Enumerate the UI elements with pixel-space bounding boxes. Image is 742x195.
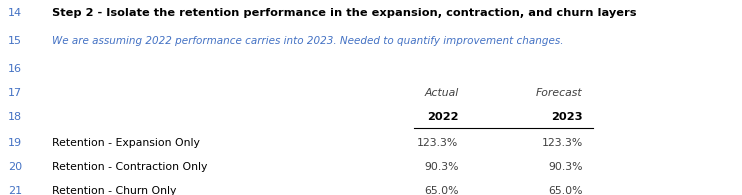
Text: 65.0%: 65.0%: [424, 186, 459, 195]
Text: 14: 14: [8, 8, 22, 18]
Text: 90.3%: 90.3%: [548, 162, 582, 172]
Text: 15: 15: [8, 36, 22, 46]
Text: Step 2 - Isolate the retention performance in the expansion, contraction, and ch: Step 2 - Isolate the retention performan…: [52, 8, 636, 18]
Text: 90.3%: 90.3%: [424, 162, 459, 172]
Text: Retention - Churn Only: Retention - Churn Only: [52, 186, 176, 195]
Text: We are assuming 2022 performance carries into 2023. Needed to quantify improveme: We are assuming 2022 performance carries…: [52, 36, 563, 46]
Text: 21: 21: [8, 186, 22, 195]
Text: 19: 19: [8, 138, 22, 148]
Text: Actual: Actual: [424, 88, 459, 98]
Text: Forecast: Forecast: [536, 88, 582, 98]
Text: 16: 16: [8, 64, 22, 74]
Text: 2022: 2022: [427, 112, 459, 122]
Text: 123.3%: 123.3%: [417, 138, 459, 148]
Text: 17: 17: [8, 88, 22, 98]
Text: 2023: 2023: [551, 112, 582, 122]
Text: Retention - Contraction Only: Retention - Contraction Only: [52, 162, 207, 172]
Text: 20: 20: [8, 162, 22, 172]
Text: Retention - Expansion Only: Retention - Expansion Only: [52, 138, 200, 148]
Text: 18: 18: [8, 112, 22, 122]
Text: 65.0%: 65.0%: [548, 186, 582, 195]
Text: 123.3%: 123.3%: [542, 138, 582, 148]
